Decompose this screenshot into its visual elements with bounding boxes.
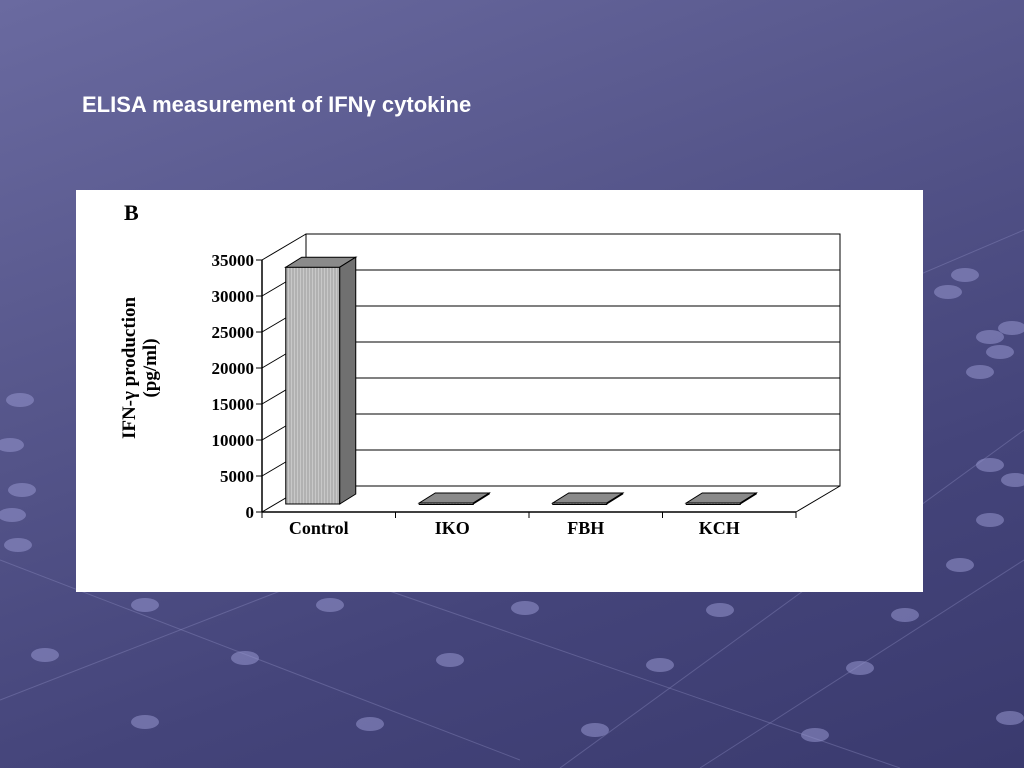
y-tick-label: 10000 — [212, 431, 255, 450]
background-dot — [934, 285, 962, 299]
y-tick-label: 30000 — [212, 287, 255, 306]
y-tick-label: 0 — [246, 503, 255, 522]
background-dot — [646, 658, 674, 672]
background-dot — [6, 393, 34, 407]
background-dot — [966, 365, 994, 379]
background-dot — [131, 715, 159, 729]
background-line — [0, 559, 521, 761]
background-dot — [706, 603, 734, 617]
bar-front — [285, 266, 341, 505]
bar-side — [472, 492, 490, 505]
background-dot — [511, 601, 539, 615]
background-dot — [846, 661, 874, 675]
background-dot — [996, 711, 1024, 725]
background-dot — [891, 608, 919, 622]
background-line — [299, 559, 901, 768]
background-dot — [976, 513, 1004, 527]
background-dot — [8, 483, 36, 497]
y-tick-label: 20000 — [212, 359, 255, 378]
bar-top — [417, 492, 491, 504]
background-dot — [946, 558, 974, 572]
bar-chart: 0 5000 10000 15000 20000 25000 30000 35000 Contr… — [212, 233, 841, 538]
background-dot — [0, 438, 24, 452]
y-tick-label: 35000 — [212, 251, 255, 270]
bar-side — [339, 256, 357, 505]
slide-title: ELISA measurement of IFNγ cytokine — [82, 92, 472, 117]
background-dot — [436, 653, 464, 667]
background-dot — [976, 458, 1004, 472]
x-tick-label: IKO — [435, 518, 470, 538]
background-dot — [4, 538, 32, 552]
x-tick-label: Control — [289, 518, 349, 538]
background-dot — [581, 723, 609, 737]
background-dot — [1001, 473, 1024, 487]
background-dot — [976, 330, 1004, 344]
background-dot — [131, 598, 159, 612]
y-tick-label: 5000 — [220, 467, 254, 486]
x-tick-label: FBH — [567, 518, 604, 538]
background-dot — [801, 728, 829, 742]
background-dot — [951, 268, 979, 282]
background-dot — [986, 345, 1014, 359]
background-dot — [356, 717, 384, 731]
background-dot — [316, 598, 344, 612]
background-dot — [998, 321, 1024, 335]
bar-top — [551, 492, 625, 504]
back-wall — [305, 233, 841, 487]
background-dot — [0, 508, 26, 522]
y-tick-label: 15000 — [212, 395, 255, 414]
x-tick-label: KCH — [699, 518, 740, 538]
background-dot — [231, 651, 259, 665]
background-dot — [31, 648, 59, 662]
background-line — [559, 429, 1024, 768]
bar-side — [739, 492, 757, 505]
figure-panel: B IFN-γ production (pg/ml) 0 5000 10000 150… — [76, 190, 923, 592]
bar-side — [606, 492, 624, 505]
floor-edge — [795, 485, 841, 513]
wall-diagonal — [261, 233, 307, 261]
panel-label: B — [124, 200, 139, 225]
bar-top — [684, 492, 758, 504]
y-tick-label: 25000 — [212, 323, 255, 342]
